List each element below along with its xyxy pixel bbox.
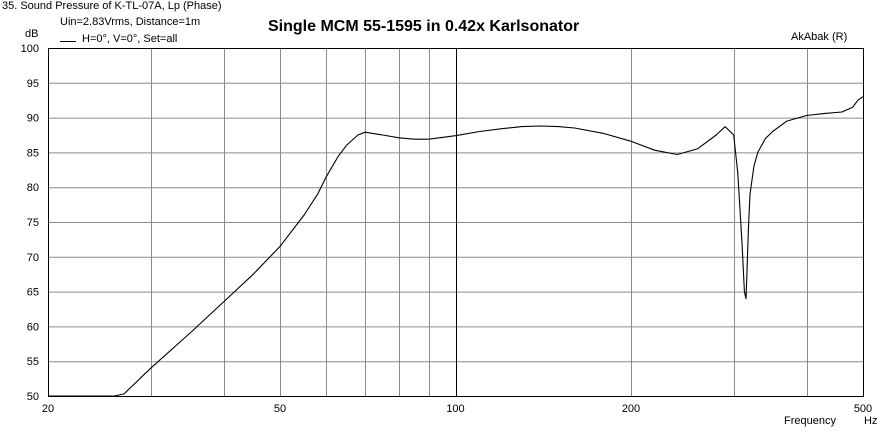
x-tick-label: 50 [274,403,286,415]
legend-entry: H=0°, V=0°, Set=all [82,33,178,45]
watermark-text: AkAbak (R) [791,31,848,43]
y-tick-label: 85 [27,147,39,159]
y-tick-label: 90 [27,113,39,125]
window-header: 35. Sound Pressure of K-TL-07A, Lp (Phas… [2,0,222,12]
y-tick-label: 50 [27,391,39,403]
series-line [48,96,864,397]
y-tick-label: 80 [27,182,39,194]
y-tick-label: 100 [21,43,39,55]
x-tick-label: 20 [42,403,54,415]
legend-line-swatch [60,41,76,42]
x-axis-label: Frequency [784,415,836,427]
y-tick-label: 65 [27,287,39,299]
x-tick-label: 500 [854,403,872,415]
y-tick-label: 70 [27,252,39,264]
plot-frame [48,48,864,397]
y-tick-label: 75 [27,217,39,229]
y-tick-label: 95 [27,78,39,90]
conditions-text: Uin=2.83Vrms, Distance=1m [60,16,201,28]
chart-title: Single MCM 55-1595 in 0.42x Karlsonator [268,18,580,35]
y-unit-label: dB [25,28,39,40]
y-tick-label: 60 [27,321,39,333]
x-axis-unit: Hz [864,415,878,427]
x-tick-label: 200 [622,403,640,415]
x-tick-label: 100 [446,403,464,415]
y-tick-label: 55 [27,356,39,368]
